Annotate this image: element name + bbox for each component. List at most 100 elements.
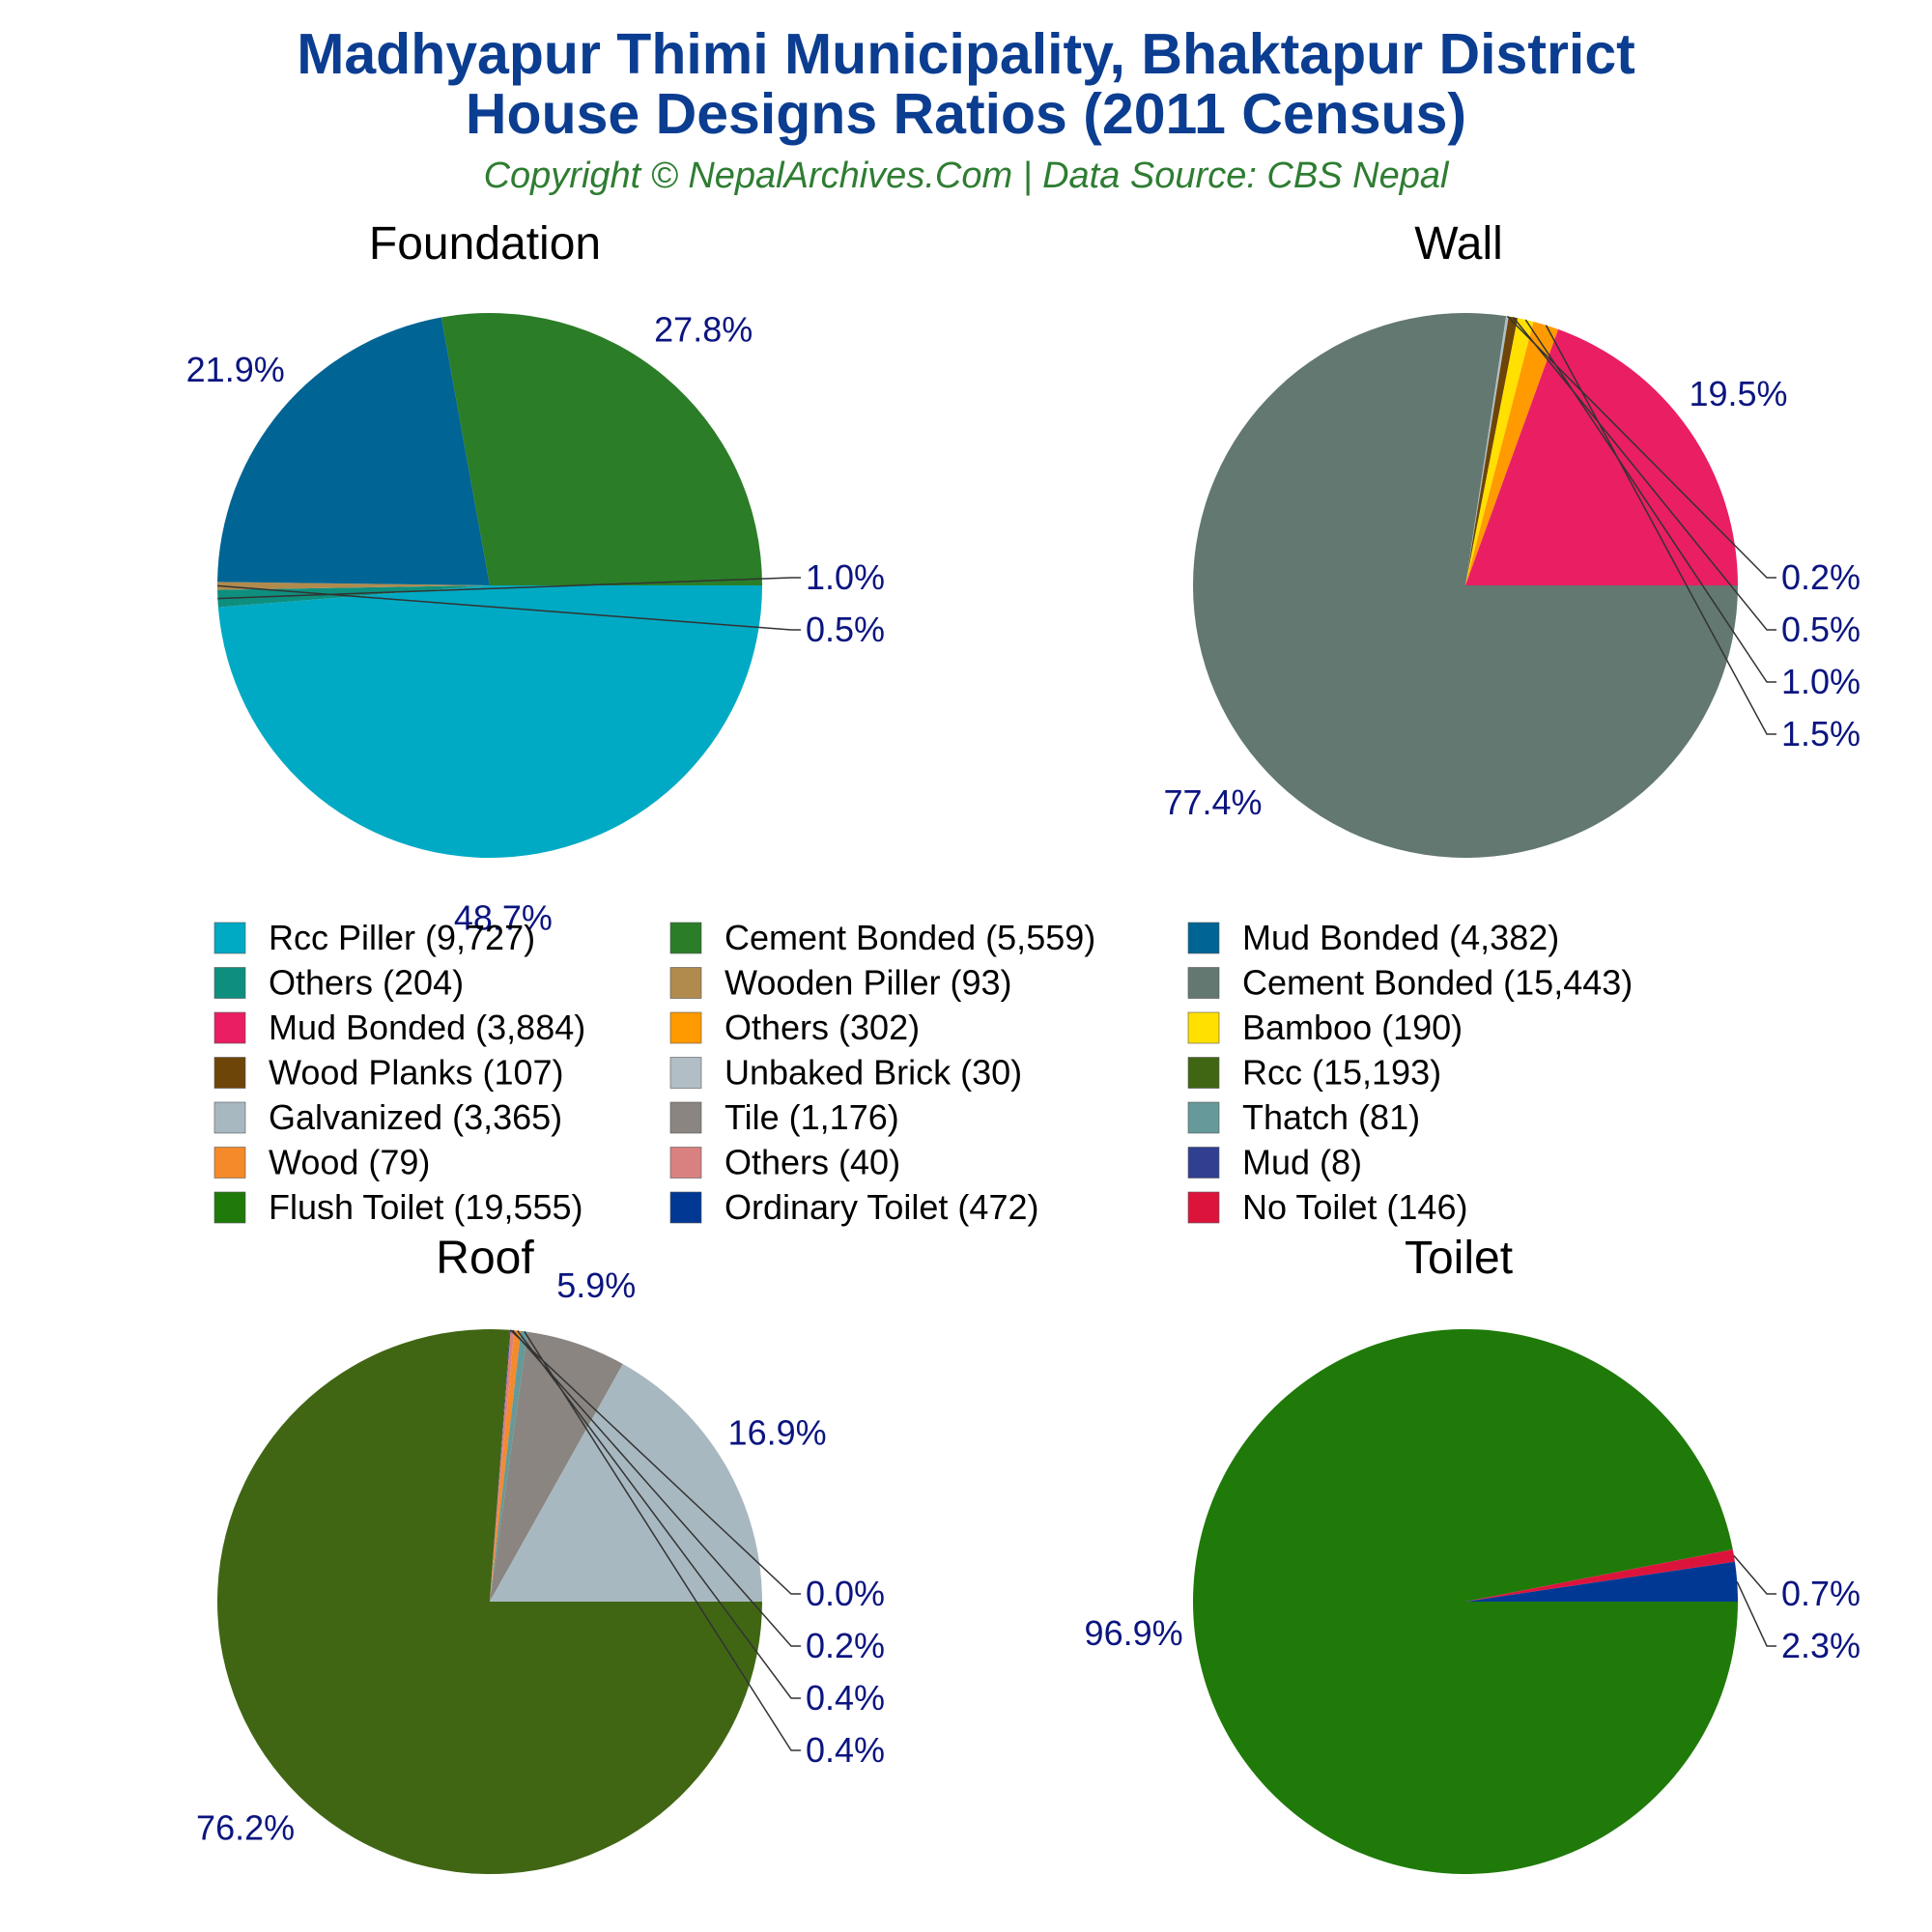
legend-swatch-6 (1187, 967, 1220, 999)
pie-title-toilet: Toilet (1405, 1233, 1513, 1284)
pie-title-foundation: Foundation (369, 218, 601, 270)
pct-label-roof-wood: 0.4% (806, 1678, 885, 1718)
pie-slice-toilet-no-toilet (1465, 1549, 1735, 1602)
pct-label-wall-mud-bonded: 19.5% (1689, 374, 1787, 413)
leader-line-foundation-wooden-piller (216, 584, 801, 631)
pct-label-wall-bamboo: 1.0% (1781, 662, 1861, 701)
leader-line-wall-others (1545, 325, 1776, 735)
legend-label-21: No Toilet (146) (1242, 1187, 1467, 1227)
pct-label-wall-others: 1.5% (1781, 714, 1861, 753)
legend-swatch-4 (213, 967, 246, 999)
pct-label-roof-galvanized: 16.9% (728, 1413, 827, 1453)
legend: Rcc Piller (9,727) Cement Bonded (5,559) M… (213, 918, 1633, 1227)
leader-line-roof-others (511, 1329, 801, 1647)
legend-label-15: Thatch (81) (1242, 1097, 1420, 1137)
pie-slice-wall-wood-planks (1465, 316, 1519, 585)
legend-label-10: Wood Planks (107) (269, 1053, 564, 1093)
pie-slice-roof-others (490, 1329, 515, 1602)
pie-slice-roof-galvanized (490, 1363, 762, 1602)
pct-label-roof-thatch: 0.4% (806, 1730, 885, 1770)
legend-swatch-13 (213, 1101, 246, 1134)
pie-slice-roof-tile (490, 1331, 623, 1602)
legend-label-16: Wood (79) (269, 1143, 430, 1182)
legend-label-11: Unbaked Brick (30) (724, 1053, 1022, 1093)
chart-subtitle: Copyright © NepalArchives.Com | Data Sou… (484, 156, 1450, 196)
leader-line-toilet-ordinary-toilet (1736, 1580, 1776, 1647)
pie-slice-foundation-cement-bonded (440, 313, 762, 585)
pie-slice-wall-unbaked-brick (1465, 316, 1509, 585)
legend-label-17: Others (40) (724, 1143, 900, 1182)
legend-swatch-16 (213, 1147, 246, 1179)
legend-swatch-8 (669, 1011, 702, 1044)
legend-swatch-2 (669, 922, 702, 954)
legend-swatch-3 (1187, 922, 1220, 954)
pct-label-roof-rcc: 76.2% (196, 1808, 295, 1848)
legend-label-2: Cement Bonded (5,559) (724, 918, 1095, 957)
leader-line-roof-wood (517, 1330, 801, 1699)
leader-line-wall-unbaked-brick (1506, 315, 1776, 579)
legend-swatch-12 (1187, 1057, 1220, 1089)
leader-line-foundation-others (217, 577, 801, 600)
legend-swatch-21 (1187, 1191, 1220, 1224)
pct-label-roof-mud: 0.0% (806, 1574, 885, 1613)
pct-label-roof-tile: 5.9% (556, 1265, 636, 1305)
legend-label-4: Others (204) (269, 963, 464, 1003)
legend-label-18: Mud (8) (1242, 1143, 1362, 1182)
legend-label-8: Others (302) (724, 1008, 920, 1047)
legend-label-7: Mud Bonded (3,884) (269, 1008, 585, 1047)
pie-slice-roof-mud (490, 1329, 511, 1602)
chart-title-line2: House Designs Ratios (2011 Census) (466, 82, 1466, 146)
pie-slice-wall-mud-bonded (1465, 328, 1738, 585)
legend-swatch-14 (669, 1101, 702, 1134)
legend-label-6: Cement Bonded (15,443) (1242, 963, 1633, 1003)
pie-foundation: Foundation 48.7% 21.9% 27.8% 1.0% 0.5% (186, 218, 885, 938)
pie-slice-wall-others (1465, 321, 1559, 585)
pie-slice-roof-rcc (217, 1328, 762, 1874)
legend-label-12: Rcc (15,193) (1242, 1053, 1441, 1093)
pie-slice-roof-thatch (490, 1330, 528, 1602)
pie-slice-wall-cement-bonded (1192, 312, 1738, 858)
legend-swatch-9 (1187, 1011, 1220, 1044)
pie-slice-wall-bamboo (1465, 318, 1534, 585)
legend-label-19: Flush Toilet (19,555) (269, 1187, 583, 1227)
legend-swatch-1 (213, 922, 246, 954)
legend-swatch-10 (213, 1057, 246, 1089)
pct-label-foundation-wooden-piller: 0.5% (806, 610, 885, 649)
legend-swatch-20 (669, 1191, 702, 1224)
leader-line-toilet-no-toilet (1733, 1554, 1776, 1595)
pie-slice-toilet-flush-toilet (1192, 1329, 1738, 1875)
pie-slice-foundation-mud-bonded (217, 317, 490, 585)
pie-slice-toilet-ordinary-toilet (1465, 1561, 1738, 1602)
pct-label-wall-wood-planks: 0.5% (1781, 610, 1861, 649)
legend-label-14: Tile (1,176) (724, 1097, 899, 1137)
pct-label-roof-others: 0.2% (806, 1626, 885, 1665)
pct-label-wall-cement-bonded: 77.4% (1163, 782, 1262, 822)
pie-title-roof: Roof (436, 1233, 534, 1284)
legend-swatch-17 (669, 1147, 702, 1179)
pct-label-wall-unbaked-brick: 0.2% (1781, 557, 1861, 597)
pct-label-toilet-no-toilet: 0.7% (1781, 1574, 1861, 1613)
pie-slice-foundation-wooden-piller (216, 582, 490, 590)
legend-swatch-19 (213, 1191, 246, 1224)
pct-label-foundation-others: 1.0% (806, 557, 885, 597)
pie-roof: Roof 76.2% 5.9% 16.9% 0.0% 0.2% 0.4% 0.4% (196, 1233, 885, 1874)
chart-title: Madhyapur Thimi Municipality, Bhaktapur … (297, 22, 1635, 86)
pct-label-foundation-rcc-piller: 48.7% (454, 898, 553, 938)
legend-label-1: Rcc Piller (9,727) (269, 918, 535, 957)
pie-slice-foundation-rcc-piller (217, 585, 762, 859)
legend-label-20: Ordinary Toilet (472) (724, 1187, 1038, 1227)
pie-slice-roof-wood (490, 1330, 522, 1602)
pct-label-foundation-mud-bonded: 21.9% (186, 350, 285, 389)
pct-label-foundation-cement-bonded: 27.8% (654, 309, 753, 349)
leader-line-roof-mud (509, 1329, 801, 1595)
legend-swatch-11 (669, 1057, 702, 1089)
pie-toilet: Toilet 96.9% 0.7% 2.3% (1085, 1233, 1861, 1875)
legend-label-5: Wooden Piller (93) (724, 963, 1011, 1003)
leader-line-wall-bamboo (1524, 319, 1776, 683)
legend-label-9: Bamboo (190) (1242, 1008, 1463, 1047)
pct-label-toilet-ordinary-toilet: 2.3% (1781, 1626, 1861, 1665)
pct-label-toilet-flush-toilet: 96.9% (1085, 1613, 1183, 1653)
legend-swatch-7 (213, 1011, 246, 1044)
legend-swatch-15 (1187, 1101, 1220, 1134)
